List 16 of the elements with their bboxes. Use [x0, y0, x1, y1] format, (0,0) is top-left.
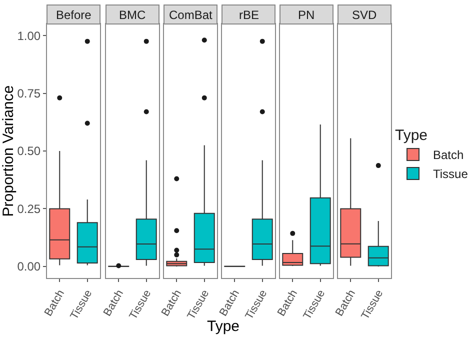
- legend-title: Type: [395, 127, 428, 144]
- y-tick-label: 0.00: [17, 260, 41, 274]
- y-tick-label: 1.00: [17, 28, 41, 43]
- y-tick-label: 0.25: [17, 202, 41, 216]
- chart-title: BMC: [119, 8, 146, 22]
- y-tick-label: 0.50: [17, 144, 41, 158]
- chart-title: Before: [56, 8, 92, 22]
- legend-label: Batch: [433, 148, 464, 162]
- chart-title: PN: [298, 8, 315, 22]
- y-axis-title: Proportion Variance: [0, 85, 17, 217]
- x-axis-title: Type: [207, 318, 240, 335]
- chart-title: ComBat: [169, 8, 214, 22]
- chart-title: SVD: [352, 8, 378, 22]
- legend-label: Tissue: [433, 167, 468, 182]
- chart-title: rBE: [239, 8, 260, 22]
- y-tick-label: 0.75: [17, 86, 41, 100]
